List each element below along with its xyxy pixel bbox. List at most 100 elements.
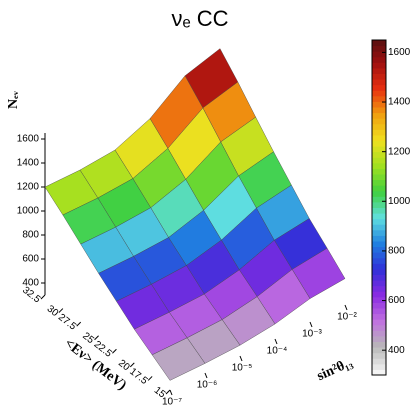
z-axis-label: Nₑᵥ: [6, 90, 21, 109]
colorbar-step: [372, 335, 386, 342]
colorbar-tick-label: 400: [388, 345, 405, 356]
y-tick: [309, 321, 313, 328]
colorbar-step: [372, 179, 386, 186]
colorbar-tick-label: 1400: [388, 97, 411, 108]
colorbar-tick-label: 1200: [388, 146, 411, 157]
x-tick: [94, 335, 99, 341]
colorbar-step: [372, 207, 386, 214]
colorbar-step: [372, 218, 386, 225]
x-tick: [112, 348, 117, 354]
colorbar-step: [372, 190, 386, 197]
colorbar-step: [372, 40, 386, 47]
colorbar-step: [372, 129, 386, 136]
colorbar-step: [372, 151, 386, 158]
colorbar-step: [372, 241, 386, 248]
y-tick-label: 10⁻⁴: [267, 346, 288, 357]
colorbar-step: [372, 67, 386, 74]
y-tick: [169, 389, 173, 396]
colorbar-step: [372, 308, 386, 315]
x-tick: [147, 376, 153, 381]
colorbar-step: [372, 162, 386, 169]
colorbar-step: [372, 84, 386, 91]
y-tick: [274, 338, 278, 345]
colorbar-step: [372, 62, 386, 69]
z-tick-label: 1600: [17, 134, 40, 145]
z-tick-label: 400: [22, 278, 39, 289]
colorbar-step: [372, 363, 386, 370]
colorbar-step: [372, 56, 386, 63]
colorbar-step: [372, 252, 386, 259]
colorbar-step: [372, 347, 386, 354]
colorbar-step: [372, 268, 386, 275]
z-tick-label: 600: [22, 254, 39, 265]
y-tick: [204, 372, 208, 379]
colorbar-step: [372, 291, 386, 298]
y-tick-label: 10⁻²: [337, 312, 357, 323]
colorbar-step: [372, 224, 386, 231]
colorbar-step: [372, 201, 386, 208]
z-tick-label: 1000: [17, 206, 40, 217]
colorbar-step: [372, 157, 386, 164]
z-tick-label: 1200: [17, 182, 40, 193]
colorbar-step: [372, 73, 386, 80]
colorbar-tick-label: 1600: [388, 47, 411, 58]
colorbar-step: [372, 118, 386, 125]
colorbar-step: [372, 330, 386, 337]
colorbar-step: [372, 79, 386, 86]
colorbar-step: [372, 107, 386, 114]
chart-title: νₑ CC: [171, 6, 228, 31]
z-tick-label: 1400: [17, 158, 40, 169]
colorbar-step: [372, 274, 386, 281]
colorbar-step: [372, 302, 386, 309]
colorbar-step: [372, 90, 386, 97]
y-axis-label: sin²θ₁₃: [315, 355, 355, 384]
colorbar-step: [372, 168, 386, 175]
y-tick: [344, 304, 348, 311]
colorbar-step: [372, 101, 386, 108]
x-tick: [165, 389, 171, 395]
colorbar-step: [372, 123, 386, 130]
colorbar-step: [372, 134, 386, 141]
colorbar-step: [372, 296, 386, 303]
y-tick: [239, 355, 243, 362]
colorbar-step: [372, 324, 386, 331]
colorbar-step: [372, 369, 386, 376]
colorbar-step: [372, 235, 386, 242]
colorbar-tick-label: 600: [388, 295, 405, 306]
colorbar-step: [372, 358, 386, 365]
x-tick: [76, 321, 82, 327]
colorbar-step: [372, 185, 386, 192]
x-tick: [58, 308, 64, 313]
colorbar-step: [372, 196, 386, 203]
colorbar-step: [372, 341, 386, 348]
colorbar-tick-label: 800: [388, 246, 405, 257]
x-tick-label: 17.5: [127, 366, 149, 387]
y-tick-label: 10⁻³: [302, 329, 322, 340]
colorbar-step: [372, 285, 386, 292]
colorbar-step: [372, 95, 386, 102]
colorbar-step: [372, 319, 386, 326]
colorbar-step: [372, 229, 386, 236]
x-tick: [40, 294, 46, 300]
y-tick-label: 10⁻⁷: [162, 397, 182, 408]
colorbar-step: [372, 45, 386, 52]
colorbar-step: [372, 257, 386, 264]
surface-cell: [151, 337, 206, 381]
colorbar-step: [372, 174, 386, 181]
colorbar-step: [372, 280, 386, 287]
z-tick-label: 800: [22, 230, 39, 241]
x-tick-label: 27.5: [56, 312, 78, 333]
colorbar-frame: [371, 39, 387, 376]
colorbar-step: [372, 213, 386, 220]
colorbar-step: [372, 140, 386, 147]
colorbar-step: [372, 112, 386, 119]
colorbar-step: [372, 246, 386, 253]
colorbar-step: [372, 313, 386, 320]
x-tick-label: 32.5: [20, 285, 42, 306]
y-tick-label: 10⁻⁶: [197, 380, 218, 391]
colorbar-step: [372, 263, 386, 270]
y-tick-label: 10⁻⁵: [232, 363, 253, 374]
colorbar-step: [372, 352, 386, 359]
colorbar-step: [372, 146, 386, 153]
